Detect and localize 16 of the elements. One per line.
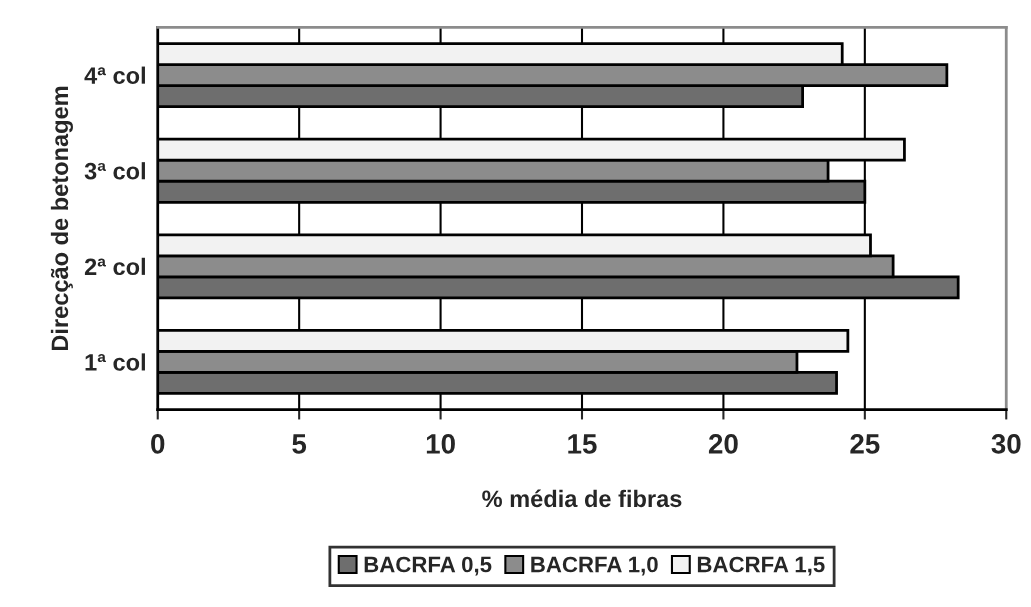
x-tick-label: 0 (151, 434, 165, 454)
x-tick-label: 10 (426, 434, 455, 454)
x-tick-label: 20 (708, 434, 738, 454)
legend-label: BACRFA 1,5 (697, 556, 825, 576)
legend-label: BACRFA 1,0 (531, 556, 658, 576)
x-tick-label: 25 (850, 434, 880, 454)
x-axis-title: % média de fibras (482, 489, 682, 508)
y-tick-label: 2ª col (84, 257, 145, 276)
y-tick-label: 1ª col (85, 353, 145, 371)
y-tick-label: 3ª col (84, 162, 145, 180)
legend-label: BACRFA 0,5 (364, 556, 492, 576)
x-tick-label: 5 (292, 434, 307, 454)
y-axis-title: Direcção de betonagem (50, 86, 73, 351)
y-tick-label: 4ª col (84, 66, 145, 84)
x-tick-label: 15 (568, 434, 597, 454)
x-tick-label: 30 (991, 434, 1021, 454)
